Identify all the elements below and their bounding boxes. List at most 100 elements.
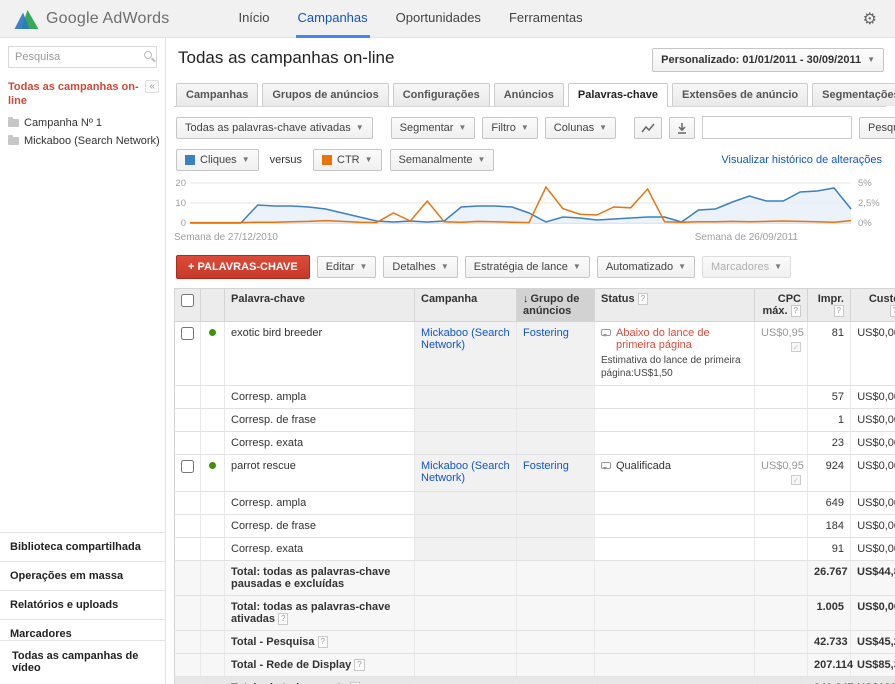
toolbar: Todas as palavras-chave ativadas ▼ Segme… xyxy=(174,107,886,147)
svg-text:5%: 5% xyxy=(858,179,872,189)
search-icon xyxy=(144,51,152,59)
svg-text:0%: 0% xyxy=(858,218,872,229)
chart-toggle-button[interactable] xyxy=(634,117,662,139)
details-dropdown[interactable]: Detalhes ▼ xyxy=(383,256,457,278)
collapse-sidebar-button[interactable]: « xyxy=(145,80,159,93)
match-type-row: Corresp. ampla57US$0,00 xyxy=(175,386,895,409)
nav-item-oportunidades[interactable]: Oportunidades xyxy=(382,0,495,38)
select-all-checkbox[interactable] xyxy=(181,294,194,307)
campaign-tree-item-campanha-n-1[interactable]: Campanha Nº 1 xyxy=(8,114,165,132)
sidebar-all-campaigns-link[interactable]: Todas as campanhas on-line xyxy=(8,80,145,108)
match-type-row: Corresp. ampla649US$0,00 xyxy=(175,492,895,515)
column-header-status[interactable]: Status? xyxy=(595,289,755,322)
date-range-button[interactable]: Personalizado: 01/01/2011 - 30/09/2011 ▼ xyxy=(652,48,884,72)
sidebar-item-relat-rios-e-uploads[interactable]: Relatórios e uploads xyxy=(0,590,165,619)
impressions-cell: 23 xyxy=(808,432,851,455)
interval-dropdown[interactable]: Semanalmente ▼ xyxy=(390,149,495,171)
column-header-palavra-chave[interactable]: Palavra-chave xyxy=(225,289,415,322)
cost-cell: US$0,00 xyxy=(851,515,895,538)
table-search-input[interactable] xyxy=(702,116,852,139)
total-impressions-cell: 1.005 xyxy=(808,596,851,631)
segment-dropdown[interactable]: Segmentar ▼ xyxy=(391,117,476,139)
row-checkbox[interactable] xyxy=(181,327,194,340)
tab-palavras-chave[interactable]: Palavras-chave xyxy=(568,83,668,107)
help-icon[interactable]: ? xyxy=(354,659,364,671)
column-header-grupo-de-an-ncios[interactable]: ↓Grupo de anúncios xyxy=(517,289,595,322)
cost-cell: US$0,00 xyxy=(851,386,895,409)
caret-down-icon: ▼ xyxy=(359,263,367,271)
filter-dropdown[interactable]: Filtro ▼ xyxy=(482,117,537,139)
folder-icon xyxy=(8,137,19,145)
campaign-link[interactable]: Mickaboo (Search Network) xyxy=(421,327,510,351)
status-cell xyxy=(595,492,755,515)
column-header-impr[interactable]: Impr.? xyxy=(808,289,851,322)
cpc-cell: US$0,95✓ xyxy=(755,322,808,386)
help-icon[interactable]: ? xyxy=(278,613,288,625)
campaign-link[interactable]: Mickaboo (Search Network) xyxy=(421,460,510,484)
ctr-legend-swatch xyxy=(322,155,332,165)
keyword-cell: Corresp. exata xyxy=(225,538,415,561)
metric1-dropdown[interactable]: Cliques ▼ xyxy=(176,149,259,171)
sidebar-item-opera-es-em-massa[interactable]: Operações em massa xyxy=(0,561,165,590)
row-checkbox[interactable] xyxy=(181,460,194,473)
columns-dropdown[interactable]: Colunas ▼ xyxy=(545,117,616,139)
caret-down-icon: ▼ xyxy=(356,124,364,132)
total-impressions-cell: 249.847 xyxy=(808,677,851,684)
help-icon[interactable]: ? xyxy=(318,636,328,648)
campaign-tree-item-mickaboo-search-network[interactable]: Mickaboo (Search Network) xyxy=(8,132,165,150)
home-logo[interactable]: Google AdWords xyxy=(14,8,169,29)
sidebar: Todas as campanhas on-line « Campanha Nº… xyxy=(0,38,166,684)
help-icon[interactable]: ? xyxy=(638,293,648,305)
cost-cell: US$0,00 xyxy=(851,432,895,455)
bid-strategy-dropdown[interactable]: Estratégia de lance ▼ xyxy=(465,256,590,278)
labels-dropdown[interactable]: Marcadores ▼ xyxy=(702,256,791,278)
keyword-cell: exotic bird breeder xyxy=(225,322,415,386)
total-label-cell: Total: todas as palavras-chave ativadas? xyxy=(225,596,415,631)
nav-item-campanhas[interactable]: Campanhas xyxy=(284,0,382,38)
clicks-legend-swatch xyxy=(185,155,195,165)
total-cost-cell: US$130,65 xyxy=(851,677,895,684)
sidebar-item-video-campaigns[interactable]: Todas as campanhas de vídeo xyxy=(0,640,165,684)
sidebar-item-biblioteca-compartilhada[interactable]: Biblioteca compartilhada xyxy=(0,532,165,561)
column-header-custo[interactable]: Custo? xyxy=(851,289,895,322)
nav-item-ferramentas[interactable]: Ferramentas xyxy=(495,0,597,38)
status-cell xyxy=(595,432,755,455)
tab-an-ncios[interactable]: Anúncios xyxy=(494,83,564,106)
tab-configura-es[interactable]: Configurações xyxy=(393,83,490,106)
adgroup-link[interactable]: Fostering xyxy=(523,327,569,339)
help-icon[interactable]: ? xyxy=(834,305,844,317)
tab-extens-es-de-an-ncio[interactable]: Extensões de anúncio xyxy=(672,83,808,106)
caret-down-icon: ▼ xyxy=(678,263,686,271)
help-icon[interactable]: ? xyxy=(890,305,895,317)
tab-segmenta-es-autom-ticas[interactable]: Segmentações automáticas xyxy=(812,83,895,106)
edit-dropdown[interactable]: Editar ▼ xyxy=(317,256,377,278)
sidebar-search-input[interactable] xyxy=(8,46,157,68)
metric2-dropdown[interactable]: CTR ▼ xyxy=(313,149,382,171)
inherited-bid-checkbox-icon: ✓ xyxy=(791,475,801,485)
header-select-all xyxy=(175,289,201,322)
automated-dropdown[interactable]: Automatizado ▼ xyxy=(597,256,695,278)
match-type-row: Corresp. exata23US$0,00 xyxy=(175,432,895,455)
status-cell xyxy=(595,386,755,409)
change-history-link[interactable]: Visualizar histórico de alterações xyxy=(721,154,882,166)
cost-cell: US$0,00 xyxy=(851,409,895,432)
download-button[interactable] xyxy=(669,117,695,139)
help-icon[interactable]: ? xyxy=(791,305,801,317)
gear-icon[interactable]: ⚙ xyxy=(863,9,877,29)
column-header-cpc-m-x[interactable]: CPC máx.? xyxy=(755,289,808,322)
tab-grupos-de-an-ncios[interactable]: Grupos de anúncios xyxy=(262,83,388,106)
column-header-campanha[interactable]: Campanha xyxy=(415,289,517,322)
table-actions: + PALAVRAS-CHAVE Editar ▼ Detalhes ▼ Est… xyxy=(176,255,886,279)
status-text: Qualificada xyxy=(616,460,671,472)
adgroup-link[interactable]: Fostering xyxy=(523,460,569,472)
status-cell: Abaixo do lance de primeira páginaEstima… xyxy=(595,322,755,386)
table-search-button[interactable]: Pesquisa xyxy=(859,117,895,139)
keyword-row: exotic bird breederMickaboo (Search Netw… xyxy=(175,322,895,386)
keywords-table-body: exotic bird breederMickaboo (Search Netw… xyxy=(175,322,895,684)
nav-item-in-cio[interactable]: Início xyxy=(224,0,283,38)
enabled-status-dot xyxy=(209,462,216,469)
add-keywords-button[interactable]: + PALAVRAS-CHAVE xyxy=(176,255,310,279)
keyword-scope-dropdown[interactable]: Todas as palavras-chave ativadas ▼ xyxy=(176,117,373,139)
tab-campanhas[interactable]: Campanhas xyxy=(176,83,258,106)
cpc-cell xyxy=(755,515,808,538)
